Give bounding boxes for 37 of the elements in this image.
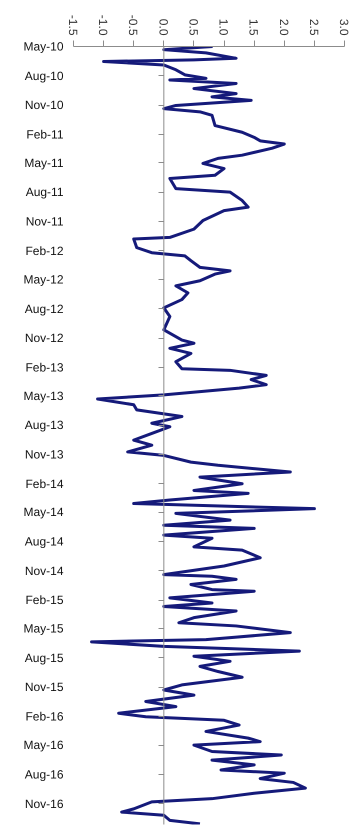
y-tick-label: Nov-12 — [24, 331, 64, 346]
x-tick-label: -0.5 — [126, 14, 140, 36]
y-tick-label: Nov-16 — [24, 796, 64, 811]
y-tick-label: Aug-16 — [24, 767, 64, 782]
y-tick-label: Feb-11 — [26, 127, 64, 142]
y-tick-label: Feb-16 — [25, 709, 64, 724]
x-tick-label: 3.0 — [337, 18, 351, 36]
y-tick-label: Aug-10 — [24, 68, 64, 83]
y-tick-label: May-12 — [23, 272, 64, 286]
y-tick-label: May-13 — [23, 388, 64, 403]
x-tick-label: 2.0 — [276, 18, 291, 36]
y-tick-label: May-14 — [23, 505, 64, 520]
y-tick-label: May-16 — [23, 738, 64, 752]
y-tick-label: Nov-10 — [24, 98, 64, 112]
x-tick-label: -1.0 — [96, 14, 110, 36]
x-tick-label: 1.0 — [216, 18, 231, 36]
y-tick-label: Aug-14 — [24, 534, 64, 548]
y-tick-label: Aug-13 — [24, 418, 64, 432]
y-tick-label: May-10 — [23, 40, 64, 54]
y-tick-label: Feb-14 — [25, 476, 64, 491]
y-tick-label: May-11 — [24, 156, 64, 170]
y-tick-label: Feb-12 — [25, 244, 64, 258]
y-tick-label: Feb-15 — [25, 593, 64, 608]
y-tick-label: Nov-13 — [24, 447, 64, 462]
y-tick-label: Feb-13 — [25, 360, 64, 374]
x-tick-label: 2.5 — [306, 18, 321, 36]
y-tick-label: Nov-14 — [24, 564, 64, 578]
x-tick-label: 1.5 — [246, 18, 261, 36]
y-tick-label: Nov-15 — [24, 680, 64, 694]
x-tick-label: 0.5 — [186, 18, 200, 36]
x-tick-label: 0.0 — [156, 18, 170, 36]
x-tick-label: -1.5 — [66, 14, 80, 36]
y-tick-label: Aug-12 — [24, 302, 64, 316]
y-tick-label: Nov-11 — [26, 214, 64, 228]
y-tick-label: Aug-11 — [26, 185, 64, 200]
y-tick-label: Aug-15 — [24, 650, 64, 665]
y-tick-label: May-15 — [23, 621, 64, 636]
